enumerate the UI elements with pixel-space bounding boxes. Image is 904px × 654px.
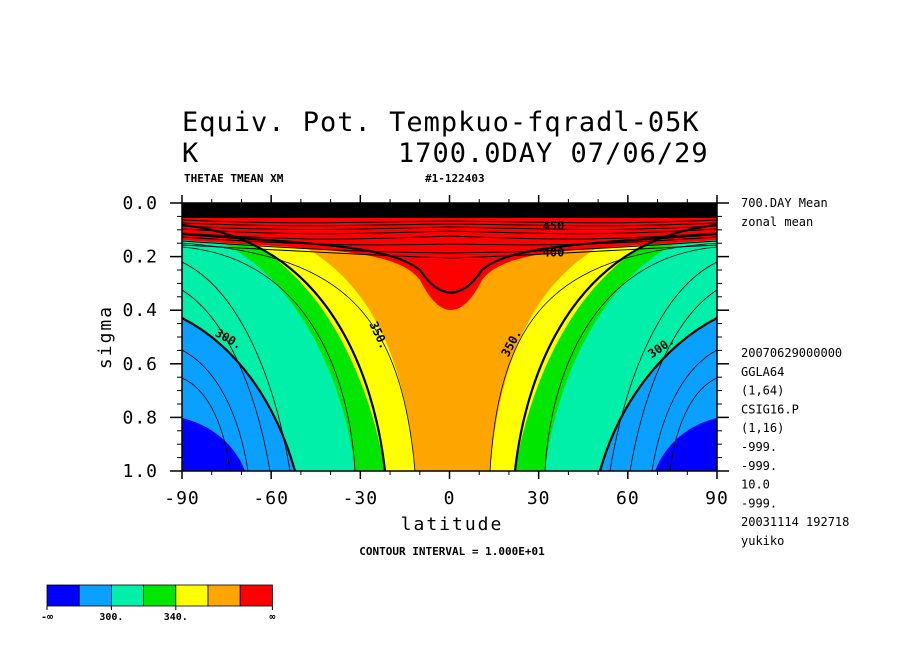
colorbar-swatch xyxy=(175,584,209,607)
side-info-line: CSIG16.P xyxy=(741,402,799,416)
side-info-top: 700.DAY Mean xyxy=(741,196,828,210)
x-tick-label: -90 xyxy=(164,488,200,509)
variable-label: THETAE TMEAN XM xyxy=(184,172,284,185)
side-info-line: -999. xyxy=(741,496,777,510)
x-tick-label: 90 xyxy=(705,488,729,509)
side-info-line: 20070629000000 xyxy=(741,346,842,360)
x-axis-label: latitude xyxy=(401,514,504,535)
colorbar-swatch xyxy=(111,584,145,607)
y-tick-label: 0.0 xyxy=(122,193,158,214)
colorbar-swatch xyxy=(239,584,273,607)
side-info-line: yukiko xyxy=(741,534,784,548)
side-info-line: 20031114 192718 xyxy=(741,515,849,529)
contour-field xyxy=(182,203,717,471)
colorbar-label: ∞ xyxy=(269,612,275,623)
level-below-300-north xyxy=(655,418,717,471)
side-info: 700.DAY Mean zonal mean 20070629000000 GGLA… xyxy=(741,196,849,548)
side-info-line: (1,16) xyxy=(741,421,784,435)
colorbar-swatch xyxy=(143,584,177,607)
y-tick-label: 0.2 xyxy=(122,247,158,268)
x-tick-label: -30 xyxy=(343,488,379,509)
x-tick-label: 60 xyxy=(616,488,640,509)
side-info-line: -999. xyxy=(741,459,777,473)
colorbar-label: -∞ xyxy=(41,612,53,623)
x-axis: -90 -60 -30 0 30 60 90 xyxy=(164,195,729,509)
y-tick-label: 0.4 xyxy=(122,300,158,321)
colorbar: -∞ 300. 340. ∞ xyxy=(41,584,275,623)
contour-lines-upper xyxy=(182,219,717,259)
contour-lines-lower xyxy=(182,242,717,471)
level-360-380 xyxy=(182,203,717,471)
colorbar-label: 340. xyxy=(164,612,188,623)
colorbar-swatch xyxy=(78,584,112,607)
dense-contours-top xyxy=(182,203,717,218)
side-info-line: (1,64) xyxy=(741,384,784,398)
title-line1: Equiv. Pot. Tempkuo-fqradl-05K xyxy=(182,107,700,138)
y-axis: 0.0 0.2 0.4 0.6 0.8 1.0 xyxy=(122,193,729,482)
x-tick-label: 0 xyxy=(444,488,456,509)
level-below-300-south xyxy=(182,418,245,471)
side-info-top: zonal mean xyxy=(741,215,813,229)
contour-label: 400 xyxy=(543,246,565,260)
y-tick-label: 0.6 xyxy=(122,354,158,375)
y-axis-label: sigma xyxy=(95,305,116,369)
side-info-line: -999. xyxy=(741,440,777,454)
side-info-line: GGLA64 xyxy=(741,365,784,379)
x-tick-label: -60 xyxy=(253,488,289,509)
contour-lines-bold xyxy=(182,223,717,471)
title-line2: 1700.0DAY 07/06/29 xyxy=(398,138,709,169)
colorbar-swatch xyxy=(207,584,241,607)
x-tick-label: 30 xyxy=(527,488,551,509)
colorbar-label: 300. xyxy=(99,612,123,623)
title-unit: K xyxy=(182,138,199,169)
contour-label: 450 xyxy=(543,219,565,233)
level-above-380 xyxy=(182,212,717,310)
y-tick-label: 0.8 xyxy=(122,407,158,428)
side-info-line: 10.0 xyxy=(741,478,770,492)
colorbar-swatch xyxy=(46,584,80,607)
y-tick-label: 1.0 xyxy=(122,461,158,482)
run-id: #1-122403 xyxy=(425,172,485,185)
contour-interval: CONTOUR INTERVAL = 1.000E+01 xyxy=(359,545,545,558)
